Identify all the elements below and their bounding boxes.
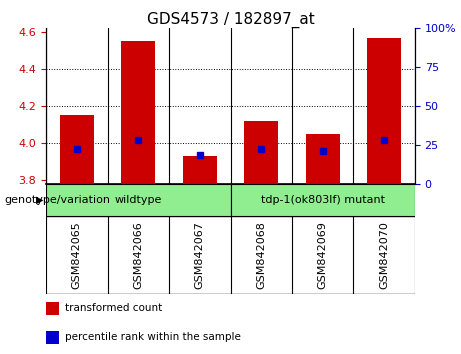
Bar [121, 41, 155, 184]
Title: GDS4573 / 182897_at: GDS4573 / 182897_at [147, 12, 314, 28]
Bar [183, 156, 217, 184]
Text: GSM842070: GSM842070 [379, 221, 389, 289]
Bar [46, 302, 59, 315]
Text: GSM842069: GSM842069 [318, 221, 328, 289]
Text: GSM842066: GSM842066 [133, 221, 143, 289]
Text: percentile rank within the sample: percentile rank within the sample [65, 332, 241, 342]
Bar [244, 121, 278, 184]
Text: GSM842067: GSM842067 [195, 221, 205, 289]
Bar [367, 38, 401, 184]
Bar [46, 331, 59, 344]
Bar [60, 115, 94, 184]
Text: wildtype: wildtype [115, 195, 162, 205]
Text: ▶: ▶ [36, 195, 44, 205]
Text: transformed count: transformed count [65, 303, 162, 313]
Text: GSM842065: GSM842065 [72, 221, 82, 289]
Text: genotype/variation: genotype/variation [5, 195, 111, 205]
Bar [230, 184, 415, 216]
Bar [46, 184, 230, 216]
Text: tdp-1(ok803lf) mutant: tdp-1(ok803lf) mutant [261, 195, 384, 205]
Text: GSM842068: GSM842068 [256, 221, 266, 289]
Bar [306, 134, 340, 184]
